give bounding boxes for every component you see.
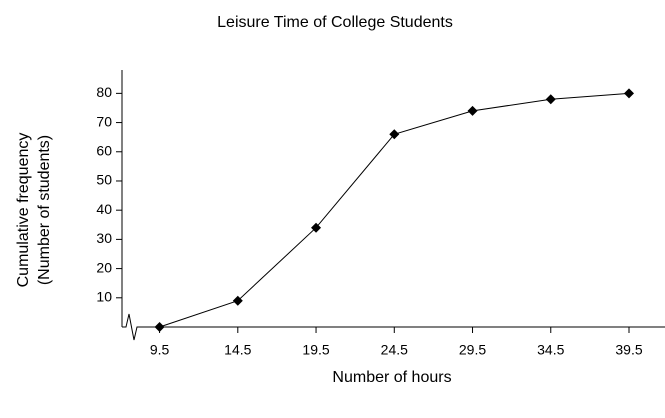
y-tick-label: 30 [96,230,112,246]
x-tick-label: 9.5 [150,342,170,358]
y-tick-label: 20 [96,259,112,275]
y-axis-label: Cumulative frequency [15,133,32,288]
y-tick-label: 60 [96,142,112,158]
line [159,92,630,328]
x-tick-label: 29.5 [459,342,486,358]
y-tick-label: 70 [96,113,112,129]
marker [311,222,322,233]
x-tick-label: 39.5 [615,342,642,358]
x-tick-label: 24.5 [381,342,408,358]
marker [154,322,165,332]
x-tick-label: 19.5 [302,342,329,358]
chart-title: Leisure Time of College Students [217,14,453,31]
marker [624,88,635,99]
marker [232,295,243,306]
y-tick-label: 40 [96,201,112,217]
x-tick-label: 34.5 [537,342,564,358]
marker [389,129,400,140]
y-axis-label: (Number of students) [36,135,53,285]
axis-break [122,313,140,341]
marker [467,105,478,116]
y-tick-label: 80 [96,84,112,100]
marker [545,94,556,105]
y-tick-label: 50 [96,172,112,188]
x-axis-label: Number of hours [332,369,451,386]
x-tick-label: 14.5 [224,342,251,358]
y-tick-label: 10 [96,288,112,304]
